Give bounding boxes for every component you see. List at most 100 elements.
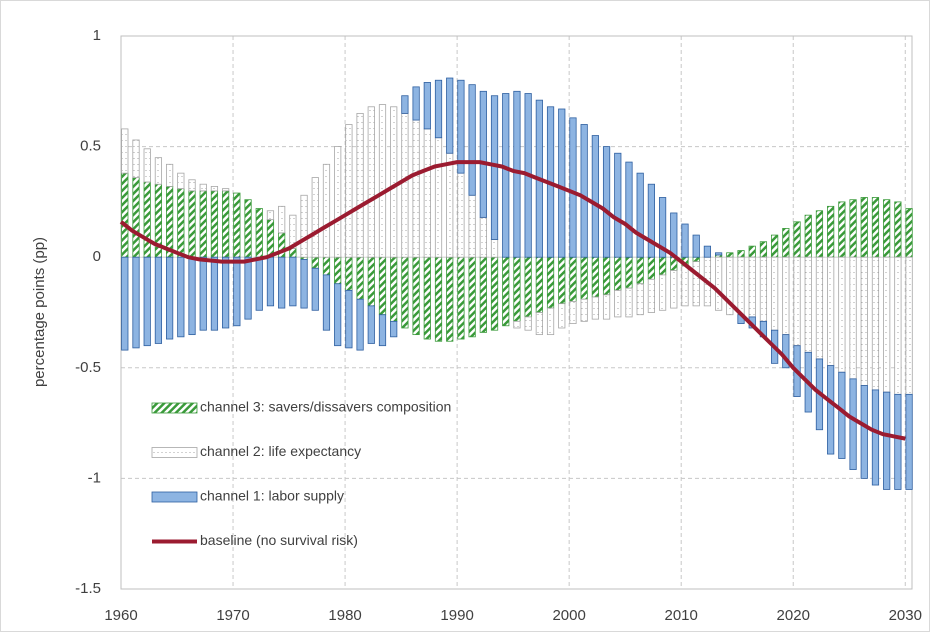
bar xyxy=(883,256,891,393)
bar xyxy=(401,256,409,329)
bar xyxy=(759,241,768,258)
bar xyxy=(647,256,655,280)
bar xyxy=(490,256,499,331)
bar xyxy=(670,212,678,258)
bar xyxy=(804,256,812,353)
bar xyxy=(457,172,465,258)
bar xyxy=(894,201,902,258)
bar xyxy=(199,190,207,258)
bar xyxy=(894,393,902,490)
bar xyxy=(356,298,364,351)
bar xyxy=(502,256,510,327)
y-tick-label: 0 xyxy=(93,248,101,265)
bar xyxy=(322,256,331,276)
bar xyxy=(883,391,891,490)
x-tick-label: 1990 xyxy=(440,607,473,624)
bar xyxy=(121,172,129,258)
bar xyxy=(412,256,420,336)
bar xyxy=(457,79,465,174)
bar xyxy=(658,197,667,258)
bar xyxy=(233,256,241,327)
bar xyxy=(177,256,185,338)
bar xyxy=(625,287,633,318)
bar xyxy=(143,148,151,183)
bar xyxy=(423,82,431,130)
bar xyxy=(771,234,779,258)
bar xyxy=(154,157,163,185)
bar xyxy=(771,256,779,331)
bar xyxy=(479,216,487,258)
bar xyxy=(255,256,263,311)
bar xyxy=(681,265,689,307)
bar xyxy=(546,307,555,336)
bar xyxy=(390,320,398,338)
bar xyxy=(569,117,577,258)
y-tick-label: -0.5 xyxy=(75,359,101,376)
bar xyxy=(726,256,734,316)
bar xyxy=(401,113,409,258)
bar xyxy=(210,256,219,331)
bar xyxy=(311,267,319,311)
x-tick-label: 1980 xyxy=(328,607,361,624)
bar xyxy=(132,177,140,258)
bar xyxy=(412,119,420,258)
y-tick-label: -1 xyxy=(88,469,101,486)
legend-label: channel 1: labor supply xyxy=(200,488,344,504)
bar xyxy=(759,256,768,322)
x-tick-label: 1970 xyxy=(216,607,249,624)
x-tick-label: 2030 xyxy=(889,607,922,624)
bar xyxy=(737,256,745,316)
bar xyxy=(849,199,857,258)
bar xyxy=(222,188,230,192)
bar xyxy=(815,256,824,360)
bar xyxy=(838,371,846,459)
bar xyxy=(782,228,790,258)
bar xyxy=(378,104,387,258)
bar xyxy=(390,106,398,258)
bar xyxy=(569,301,577,324)
bar xyxy=(479,90,487,218)
legend-swatch xyxy=(151,447,198,458)
bar xyxy=(345,124,353,258)
bar xyxy=(827,256,835,366)
legend-label: channel 3: savers/dissavers composition xyxy=(200,399,451,415)
bar xyxy=(849,378,857,470)
bar xyxy=(166,163,174,187)
bar xyxy=(390,256,398,322)
bar xyxy=(546,256,555,309)
bar xyxy=(524,256,532,318)
bar xyxy=(647,278,655,313)
bar xyxy=(446,77,454,154)
bar xyxy=(591,135,599,258)
bar xyxy=(132,256,140,349)
bar xyxy=(166,256,174,340)
x-tick-label: 2020 xyxy=(777,607,810,624)
bar xyxy=(300,194,308,258)
bar xyxy=(827,365,835,455)
bar xyxy=(345,256,353,291)
bar xyxy=(681,223,689,258)
bar xyxy=(222,190,230,258)
bar xyxy=(490,239,499,258)
bar xyxy=(569,256,577,302)
bar xyxy=(479,256,487,333)
bar xyxy=(625,256,633,289)
bar xyxy=(614,289,622,318)
bar xyxy=(457,256,465,340)
bar xyxy=(188,190,196,258)
bar xyxy=(468,194,476,258)
bar xyxy=(143,256,151,347)
bar xyxy=(210,190,219,258)
bar xyxy=(300,259,308,309)
y-tick-label: 1 xyxy=(93,27,101,44)
bar xyxy=(446,256,454,342)
bar xyxy=(636,256,644,285)
bar xyxy=(871,256,880,391)
bar xyxy=(636,283,644,316)
bar xyxy=(266,219,275,258)
legend-swatch xyxy=(151,491,198,503)
bar xyxy=(121,256,129,351)
bar xyxy=(591,296,599,320)
bar xyxy=(636,172,644,258)
bar xyxy=(244,199,252,258)
